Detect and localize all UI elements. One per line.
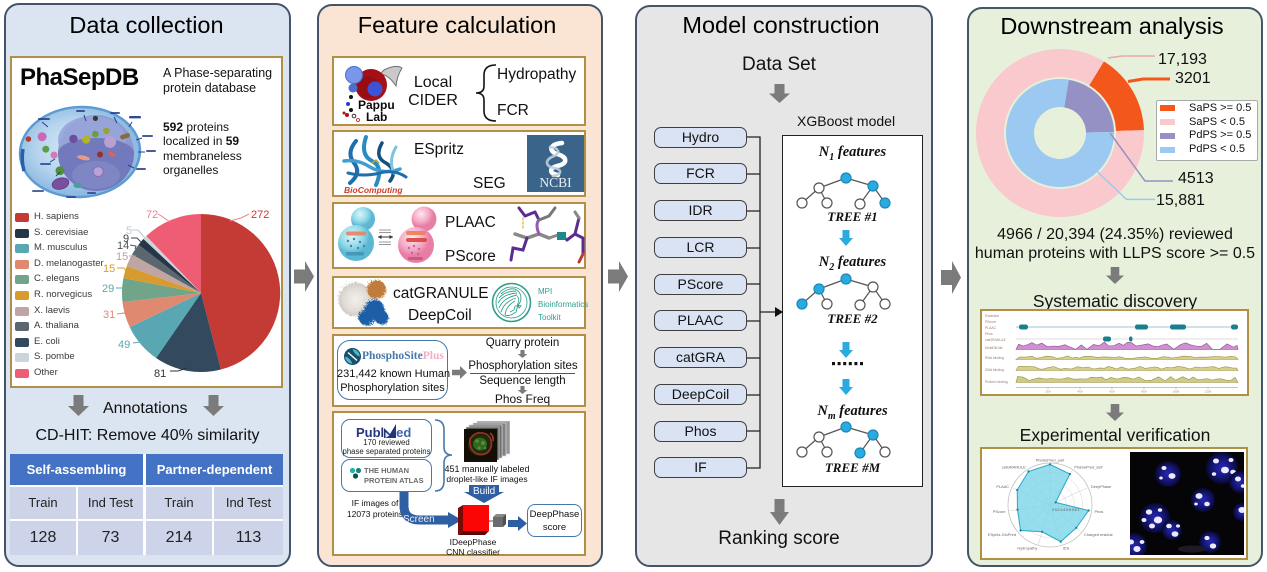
- svg-text:NCBI: NCBI: [539, 175, 572, 190]
- svg-text:Hydropathy: Hydropathy: [1017, 546, 1037, 551]
- svg-text:400: 400: [1077, 390, 1082, 394]
- svg-text:PhaSePred_self: PhaSePred_self: [1074, 465, 1103, 470]
- svg-text:800: 800: [1141, 390, 1146, 394]
- svg-text:600: 600: [1109, 390, 1114, 394]
- svg-text:PhaSePred_part: PhaSePred_part: [1036, 458, 1066, 463]
- svg-text:IDS: IDS: [1063, 546, 1070, 551]
- svg-text:ESpritz-GloPred: ESpritz-GloPred: [988, 532, 1016, 537]
- svg-text:DeepPhase: DeepPhase: [1091, 484, 1111, 489]
- svg-text:Phos: Phos: [1095, 509, 1104, 514]
- svg-text:1200: 1200: [1205, 390, 1212, 394]
- svg-text:1000: 1000: [1173, 390, 1180, 394]
- svg-text:Protein binding: Protein binding: [985, 380, 1008, 384]
- svg-text:catGRANULE: catGRANULE: [985, 338, 1007, 342]
- svg-text:200: 200: [1045, 390, 1050, 394]
- svg-text:Charged residue: Charged residue: [1084, 532, 1113, 537]
- svg-text:PScore: PScore: [985, 320, 996, 324]
- svg-text:PLAAC: PLAAC: [996, 484, 1009, 489]
- svg-text:catGRANULE: catGRANULE: [1002, 465, 1026, 470]
- svg-text:Essential: Essential: [985, 314, 999, 318]
- svg-text:0 0.2 0.4 0.6 0.8 1: 0 0.2 0.4 0.6 0.8 1: [1052, 508, 1079, 512]
- svg-text:MobiDB-lite: MobiDB-lite: [985, 346, 1003, 350]
- svg-text:Phos: Phos: [985, 332, 993, 336]
- svg-text:RNA binding: RNA binding: [985, 356, 1004, 360]
- svg-text:PLAAC: PLAAC: [985, 326, 997, 330]
- svg-text:DNA binding: DNA binding: [985, 368, 1004, 372]
- svg-text:PScore: PScore: [993, 509, 1006, 514]
